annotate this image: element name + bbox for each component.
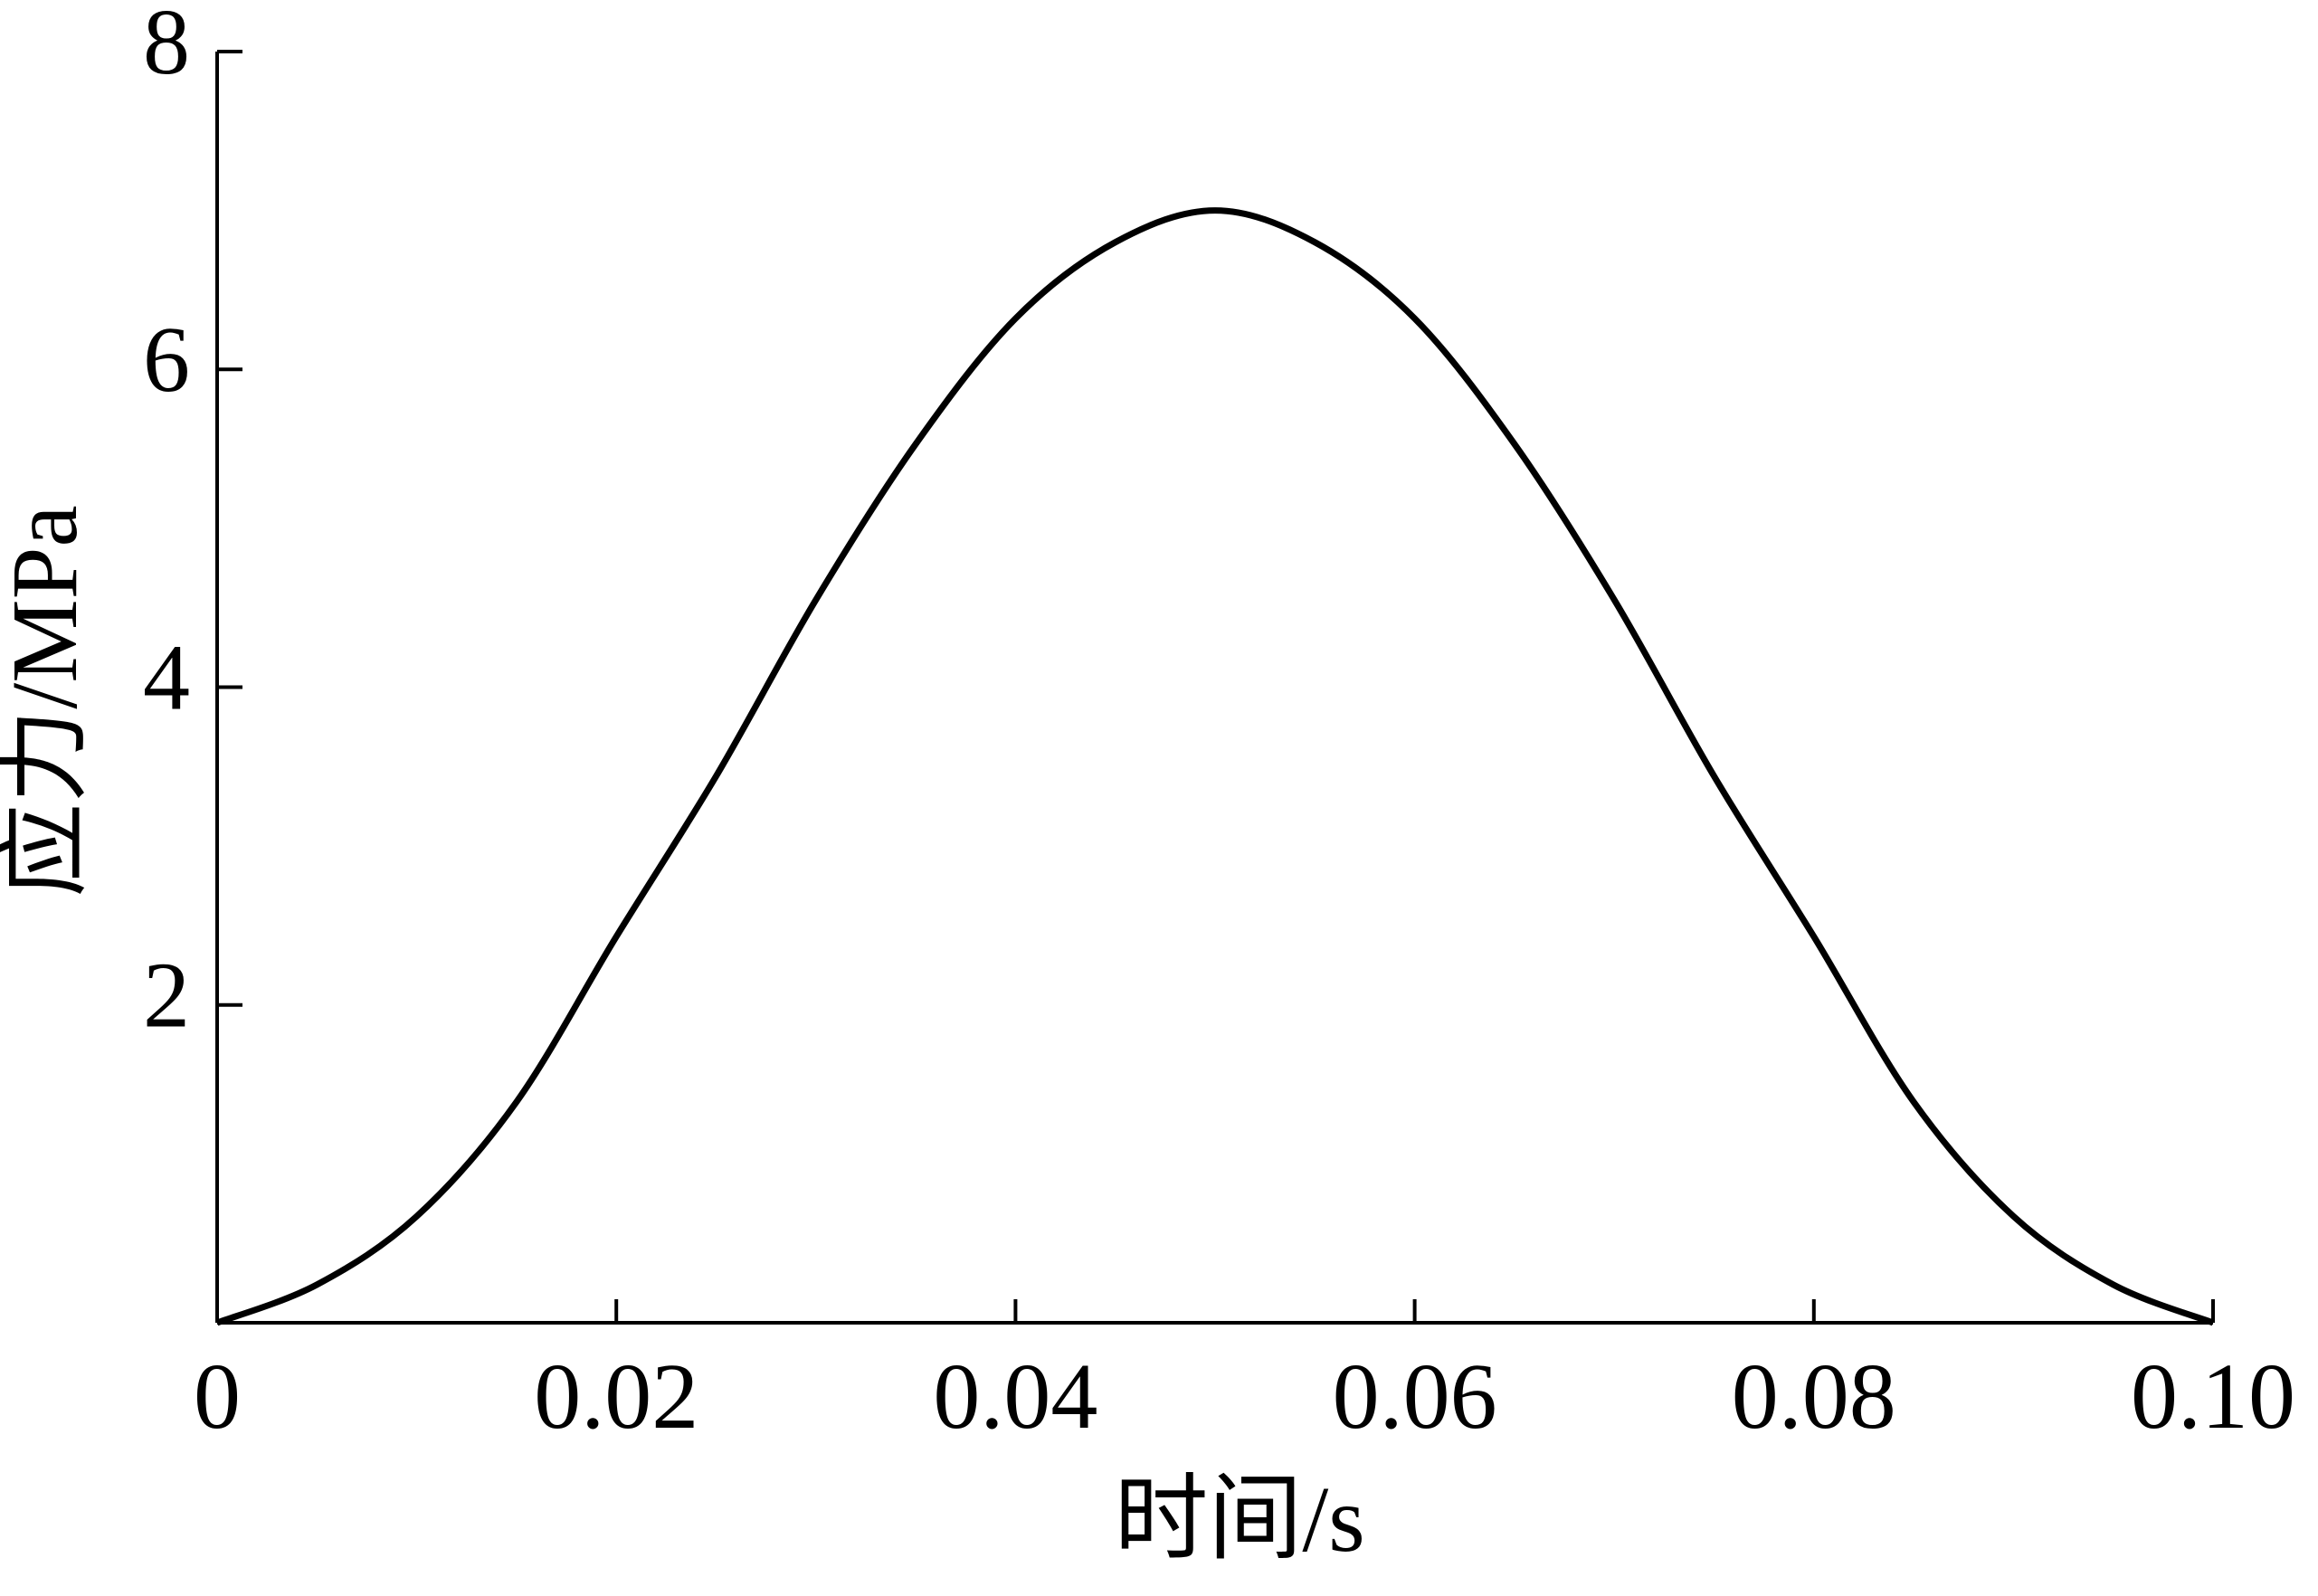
x-tick-label: 0 <box>194 1344 241 1449</box>
x-axis-label: 时间/s <box>1114 1468 1364 1572</box>
y-tick-label: 6 <box>143 308 190 412</box>
x-tick-label: 0.10 <box>2131 1344 2295 1449</box>
y-axis-label: 应力/MPa <box>0 505 97 897</box>
x-tick-label: 0.04 <box>933 1344 1097 1449</box>
x-tick-label: 0.06 <box>1333 1344 1497 1449</box>
line <box>215 207 2215 1326</box>
x-tick-label: 0.08 <box>1732 1344 1896 1449</box>
y-tick-label: 8 <box>143 0 190 94</box>
y-tick-label: 4 <box>143 625 190 729</box>
y-tick-label: 2 <box>143 944 190 1048</box>
x-tick-label: 0.02 <box>534 1344 698 1449</box>
